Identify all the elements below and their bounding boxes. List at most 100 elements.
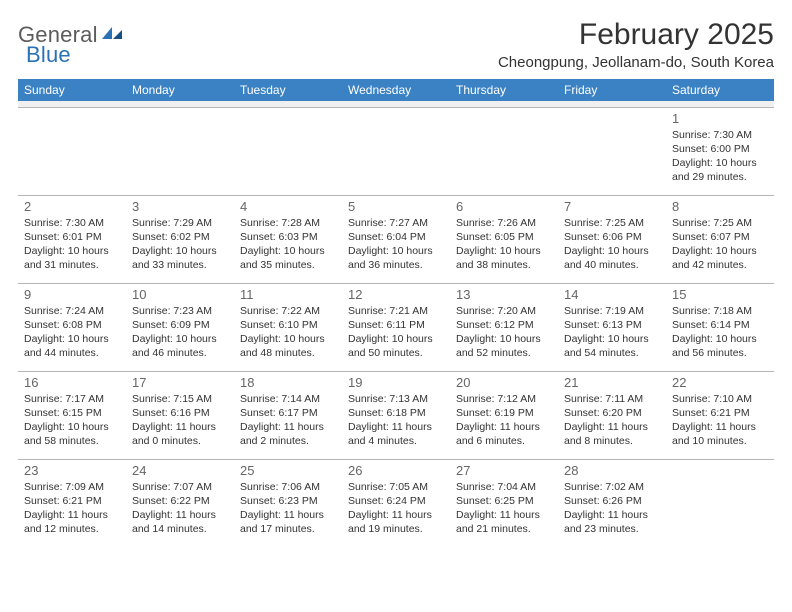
dl2-text: and 19 minutes. [348,522,444,536]
sunset-text: Sunset: 6:22 PM [132,494,228,508]
sunset-text: Sunset: 6:05 PM [456,230,552,244]
day-cell [126,107,234,195]
day-cell: 1Sunrise: 7:30 AMSunset: 6:00 PMDaylight… [666,107,774,195]
sunrise-text: Sunrise: 7:30 AM [672,128,768,142]
sunset-text: Sunset: 6:00 PM [672,142,768,156]
dl1-text: Daylight: 10 hours [240,332,336,346]
sunrise-text: Sunrise: 7:15 AM [132,392,228,406]
dl2-text: and 56 minutes. [672,346,768,360]
day-number: 25 [240,463,336,478]
dl2-text: and 0 minutes. [132,434,228,448]
sunrise-text: Sunrise: 7:11 AM [564,392,660,406]
dl1-text: Daylight: 10 hours [348,332,444,346]
dl1-text: Daylight: 11 hours [456,508,552,522]
calendar-body: 1Sunrise: 7:30 AMSunset: 6:00 PMDaylight… [18,107,774,547]
day-number: 27 [456,463,552,478]
sunrise-text: Sunrise: 7:05 AM [348,480,444,494]
dl2-text: and 12 minutes. [24,522,120,536]
dl1-text: Daylight: 10 hours [456,332,552,346]
day-cell: 23Sunrise: 7:09 AMSunset: 6:21 PMDayligh… [18,459,126,547]
day-number: 21 [564,375,660,390]
brand-blue-word: Blue [26,42,71,68]
dl2-text: and 31 minutes. [24,258,120,272]
sunset-text: Sunset: 6:03 PM [240,230,336,244]
day-number: 16 [24,375,120,390]
dl2-text: and 52 minutes. [456,346,552,360]
sunrise-text: Sunrise: 7:24 AM [24,304,120,318]
dl1-text: Daylight: 10 hours [24,244,120,258]
sunset-text: Sunset: 6:01 PM [24,230,120,244]
sunrise-text: Sunrise: 7:02 AM [564,480,660,494]
dl1-text: Daylight: 11 hours [132,508,228,522]
sunrise-text: Sunrise: 7:25 AM [564,216,660,230]
week-row: 16Sunrise: 7:17 AMSunset: 6:15 PMDayligh… [18,371,774,459]
sunrise-text: Sunrise: 7:23 AM [132,304,228,318]
day-cell: 4Sunrise: 7:28 AMSunset: 6:03 PMDaylight… [234,195,342,283]
day-cell [666,459,774,547]
day-cell: 20Sunrise: 7:12 AMSunset: 6:19 PMDayligh… [450,371,558,459]
sunset-text: Sunset: 6:19 PM [456,406,552,420]
dl2-text: and 2 minutes. [240,434,336,448]
dow-wednesday: Wednesday [342,79,450,101]
dl2-text: and 4 minutes. [348,434,444,448]
sunset-text: Sunset: 6:13 PM [564,318,660,332]
sunset-text: Sunset: 6:25 PM [456,494,552,508]
dl2-text: and 21 minutes. [456,522,552,536]
day-number: 15 [672,287,768,302]
dl2-text: and 14 minutes. [132,522,228,536]
sunrise-text: Sunrise: 7:10 AM [672,392,768,406]
sunrise-text: Sunrise: 7:09 AM [24,480,120,494]
brand-sail-icon [102,25,124,46]
day-cell: 7Sunrise: 7:25 AMSunset: 6:06 PMDaylight… [558,195,666,283]
day-cell: 15Sunrise: 7:18 AMSunset: 6:14 PMDayligh… [666,283,774,371]
sunset-text: Sunset: 6:21 PM [24,494,120,508]
location-subtitle: Cheongpung, Jeollanam-do, South Korea [498,54,774,71]
sunrise-text: Sunrise: 7:20 AM [456,304,552,318]
dl2-text: and 48 minutes. [240,346,336,360]
day-cell: 5Sunrise: 7:27 AMSunset: 6:04 PMDaylight… [342,195,450,283]
dl1-text: Daylight: 11 hours [24,508,120,522]
page-title: February 2025 [498,18,774,52]
sunrise-text: Sunrise: 7:29 AM [132,216,228,230]
day-number: 11 [240,287,336,302]
dl1-text: Daylight: 10 hours [564,244,660,258]
day-cell [558,107,666,195]
sunset-text: Sunset: 6:23 PM [240,494,336,508]
sunset-text: Sunset: 6:15 PM [24,406,120,420]
day-cell: 25 Sunrise: 7:06 AMSunset: 6:23 PMDayligh… [234,459,342,547]
sunset-text: Sunset: 6:20 PM [564,406,660,420]
dl2-text: and 6 minutes. [456,434,552,448]
day-cell: 24Sunrise: 7:07 AMSunset: 6:22 PMDayligh… [126,459,234,547]
sunset-text: Sunset: 6:24 PM [348,494,444,508]
sunset-text: Sunset: 6:21 PM [672,406,768,420]
title-block: February 2025 Cheongpung, Jeollanam-do, … [498,18,774,71]
sunrise-text: Sunrise: 7:25 AM [672,216,768,230]
calendar-table: Sunday Monday Tuesday Wednesday Thursday… [18,79,774,547]
dl1-text: Daylight: 11 hours [132,420,228,434]
day-number: 9 [24,287,120,302]
dl1-text: Daylight: 10 hours [672,244,768,258]
sunrise-text: Sunrise: 7:06 AM [240,480,336,494]
sunset-text: Sunset: 6:09 PM [132,318,228,332]
sunset-text: Sunset: 6:12 PM [456,318,552,332]
dl1-text: Daylight: 10 hours [24,332,120,346]
week-row: 23Sunrise: 7:09 AMSunset: 6:21 PMDayligh… [18,459,774,547]
sunset-text: Sunset: 6:08 PM [24,318,120,332]
dl1-text: Daylight: 11 hours [564,508,660,522]
dl2-text: and 17 minutes. [240,522,336,536]
dl1-text: Daylight: 10 hours [672,332,768,346]
dow-sunday: Sunday [18,79,126,101]
sunrise-text: Sunrise: 7:27 AM [348,216,444,230]
dl2-text: and 8 minutes. [564,434,660,448]
day-of-week-row: Sunday Monday Tuesday Wednesday Thursday… [18,79,774,101]
sunrise-text: Sunrise: 7:30 AM [24,216,120,230]
sunset-text: Sunset: 6:06 PM [564,230,660,244]
dow-tuesday: Tuesday [234,79,342,101]
sunset-text: Sunset: 6:26 PM [564,494,660,508]
dl1-text: Daylight: 11 hours [240,508,336,522]
sunrise-text: Sunrise: 7:28 AM [240,216,336,230]
day-number: 2 [24,199,120,214]
dl2-text: and 54 minutes. [564,346,660,360]
day-cell: 9 Sunrise: 7:24 AMSunset: 6:08 PMDaylight… [18,283,126,371]
day-cell: 18Sunrise: 7:14 AMSunset: 6:17 PMDayligh… [234,371,342,459]
